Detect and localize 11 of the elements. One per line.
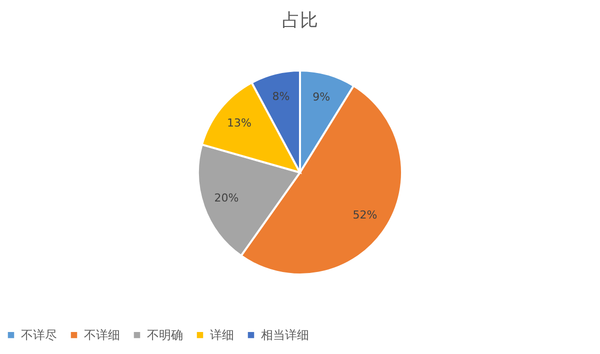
data-label: 9% <box>312 90 330 104</box>
data-label: 52% <box>352 208 378 222</box>
legend-label: 相当详细 <box>261 328 309 342</box>
data-label: 20% <box>214 191 239 204</box>
legend-label: 详细 <box>210 328 234 342</box>
chart-title: 占比 <box>282 10 318 31</box>
legend-label: 不详尽 <box>21 328 57 342</box>
data-label: 8% <box>272 90 290 103</box>
legend-label: 不明确 <box>147 328 183 342</box>
data-label: 13% <box>227 116 252 130</box>
legend-label: 不详细 <box>84 328 120 342</box>
